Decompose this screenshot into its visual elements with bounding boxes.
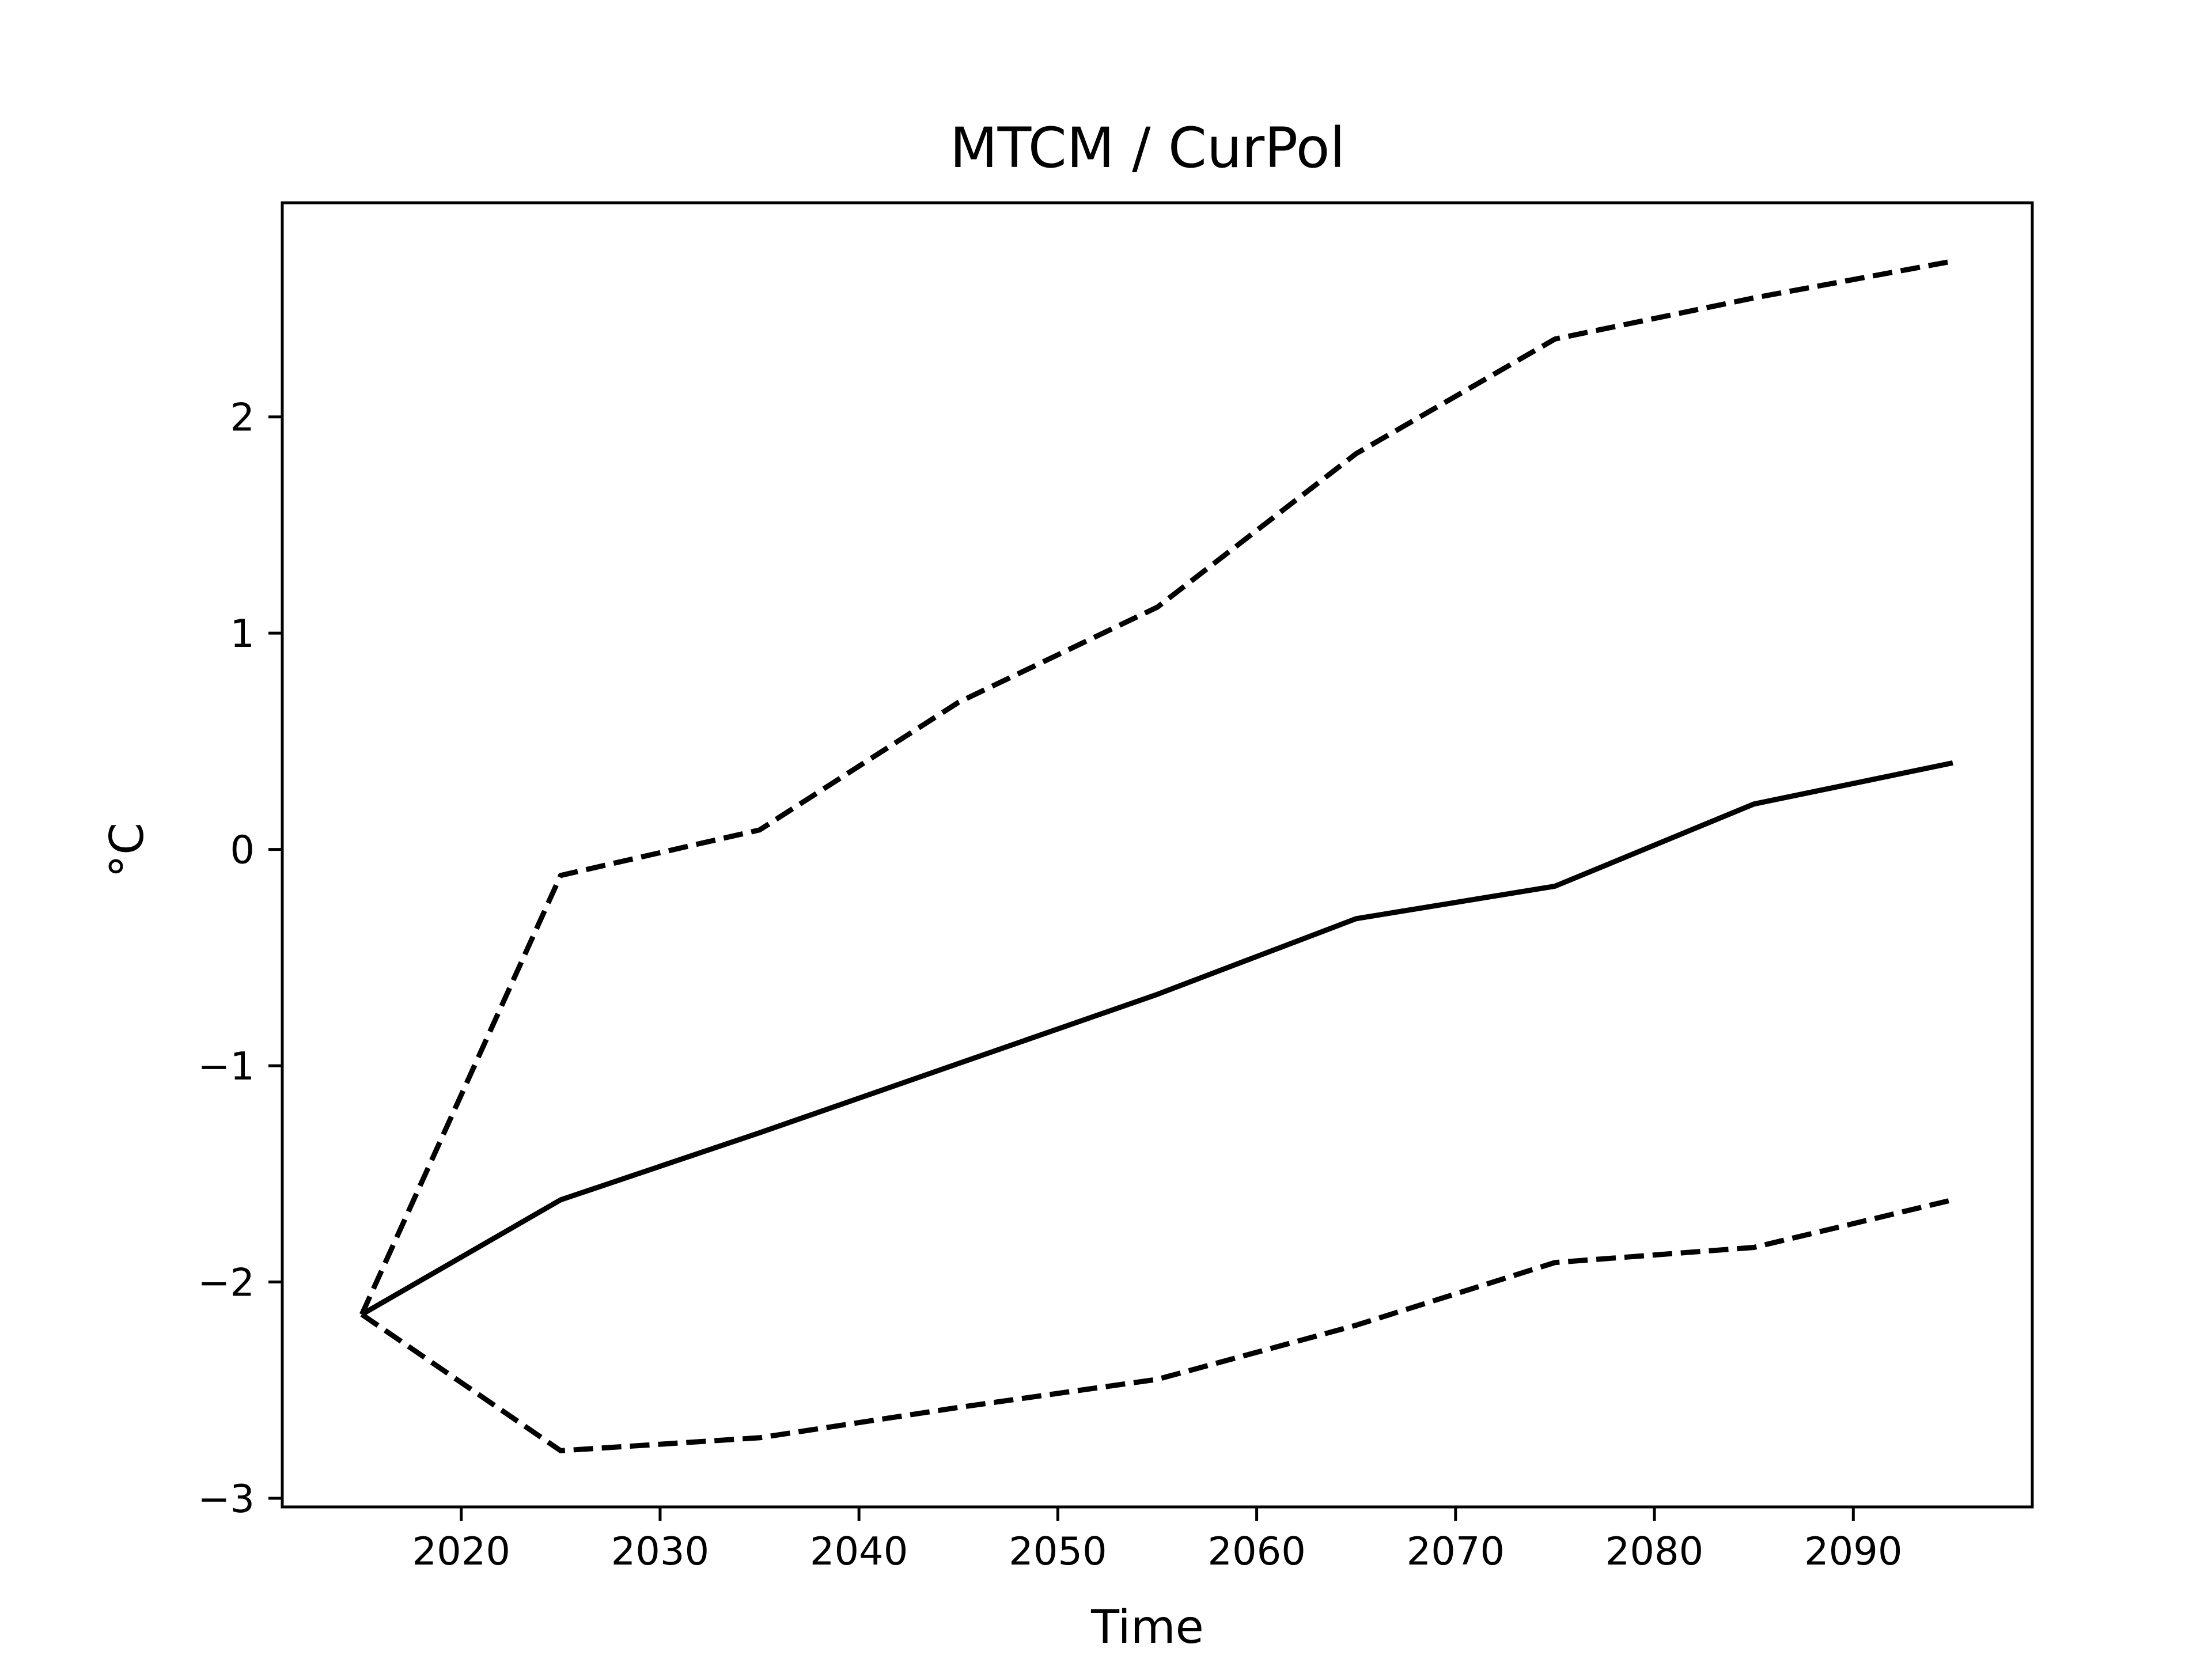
x-tick-label: 2020 xyxy=(412,1529,510,1574)
x-tick-label: 2080 xyxy=(1605,1529,1704,1574)
y-tick-label: 2 xyxy=(230,395,255,440)
y-tick-label: −3 xyxy=(198,1476,255,1521)
x-tick-label: 2030 xyxy=(611,1529,710,1574)
solid-series-line xyxy=(360,760,1953,1317)
x-tick-label: 2060 xyxy=(1207,1529,1306,1574)
y-tick-label: 1 xyxy=(230,611,255,656)
y-tick-label: −2 xyxy=(198,1260,255,1305)
y-tick-label: −1 xyxy=(198,1044,255,1089)
y-tick-label: 0 xyxy=(230,828,255,873)
x-tick-label: 2040 xyxy=(810,1529,908,1574)
y-axis-label: °C xyxy=(100,823,154,878)
plot-area: 2020 2030 2040 2050 2060 2070 2080 2090 −3 −2 −1 0 1… xyxy=(198,201,2034,1574)
plot-frame xyxy=(281,201,2034,1509)
chart-title: MTCM / CurPol xyxy=(950,116,1345,180)
x-axis-label: Time xyxy=(1090,1600,1204,1654)
dashed-series-line-2 xyxy=(360,1197,1953,1453)
dashed-series-line-1 xyxy=(359,258,1953,1316)
x-tick-label: 2070 xyxy=(1407,1529,1505,1574)
x-tick-label: 2090 xyxy=(1804,1529,1903,1574)
x-tick-label: 2050 xyxy=(1009,1529,1107,1574)
